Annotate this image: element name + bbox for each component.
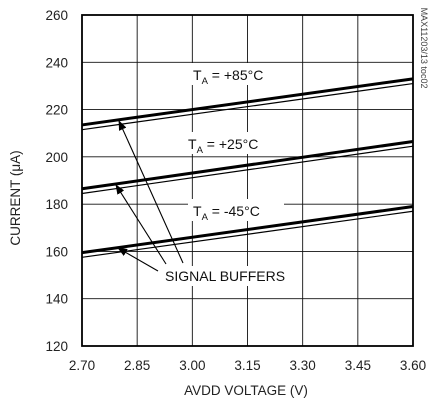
signal-buffer-arrow xyxy=(118,120,184,264)
y-tick-label: 120 xyxy=(45,339,68,354)
figure-code-label: MAX11203/13 toc02 xyxy=(419,8,428,89)
x-tick-label: 2.70 xyxy=(69,358,95,373)
temp-label-25: TA = +25°C xyxy=(188,136,258,156)
axes: AVDD VOLTAGE (V) CURRENT (μA) MAX11203/1… xyxy=(8,8,428,398)
annotation-layer: TA = +85°C TA = +25°C TA = -45°C SIGNAL … xyxy=(115,67,285,284)
plot-frame xyxy=(81,14,414,347)
label-background xyxy=(160,266,290,286)
signal-buffers-label: SIGNAL BUFFERS xyxy=(165,268,285,284)
series-layer xyxy=(81,77,414,258)
x-tick-label: 3.60 xyxy=(400,358,426,373)
label-background xyxy=(188,199,284,221)
x-tick-label: 3.30 xyxy=(290,358,316,373)
y-tick-label: 260 xyxy=(45,8,68,23)
y-tick-label: 240 xyxy=(45,55,68,70)
signal-buffer-arrow xyxy=(115,184,167,265)
x-tick-label: 3.45 xyxy=(345,358,371,373)
y-tick-label: 160 xyxy=(45,244,68,259)
y-tick-label: 140 xyxy=(45,292,68,307)
x-axis-title: AVDD VOLTAGE (V) xyxy=(184,383,308,398)
signal-buffer-line xyxy=(81,210,414,258)
series-line xyxy=(81,77,414,127)
x-tick-label: 3.15 xyxy=(234,358,260,373)
label-background xyxy=(188,63,284,85)
temp-label-minus45: TA = -45°C xyxy=(193,203,260,223)
series-line xyxy=(81,140,414,191)
label-background xyxy=(183,132,279,154)
signal-buffer-arrow xyxy=(117,247,159,272)
series-line xyxy=(81,205,414,255)
y-axis-title: CURRENT (μA) xyxy=(8,150,23,245)
x-tick-label: 2.85 xyxy=(124,358,150,373)
y-tick-label: 220 xyxy=(45,103,68,118)
x-tick-label: 3.00 xyxy=(179,358,205,373)
y-tick-label: 180 xyxy=(45,197,68,212)
y-tick-label: 200 xyxy=(45,150,68,165)
grid xyxy=(81,14,414,347)
signal-buffer-line xyxy=(81,82,414,131)
temp-label-85: TA = +85°C xyxy=(193,67,263,87)
signal-buffer-line xyxy=(81,145,414,195)
